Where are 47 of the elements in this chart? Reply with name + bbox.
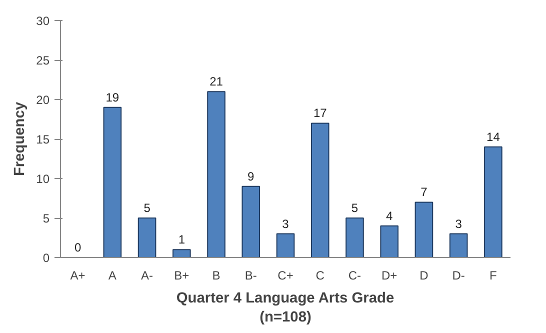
data-label: 5	[144, 201, 151, 215]
data-label: 3	[282, 216, 290, 231]
x-tick-label: C+	[278, 268, 294, 282]
data-label: 5	[351, 201, 358, 215]
y-axis-title: Frequency	[12, 101, 28, 176]
bar	[103, 106, 122, 258]
x-tick-label: D-	[452, 268, 465, 282]
y-tick-label: 30	[36, 14, 50, 28]
x-tick-label: A-	[141, 268, 154, 282]
x-tick-label: B+	[174, 268, 190, 282]
bar	[380, 225, 398, 258]
data-label: 0	[74, 240, 82, 254]
y-tick-label: 0	[42, 251, 50, 265]
bar	[346, 218, 364, 258]
x-tick-label: C	[316, 268, 325, 282]
x-tick-label: C-	[348, 268, 362, 282]
x-tick-label: D	[420, 268, 429, 282]
bar	[449, 233, 468, 258]
x-tick-label: F	[490, 268, 497, 282]
y-tick-label: 20	[36, 93, 50, 107]
data-label: 7	[420, 185, 428, 200]
data-label: 19	[106, 90, 120, 104]
y-tick-label: 10	[36, 172, 50, 186]
bar	[242, 186, 260, 258]
bar	[484, 146, 502, 258]
data-label: 1	[178, 232, 186, 247]
x-tick-label: A	[108, 268, 116, 282]
x-tick-label: D+	[382, 268, 398, 282]
data-label: 17	[313, 106, 328, 120]
x-tick-label: A+	[70, 268, 86, 282]
data-label: 14	[486, 130, 500, 144]
bar	[276, 233, 295, 258]
x-tick-label: B	[212, 268, 220, 282]
bar	[138, 218, 156, 258]
data-label: 9	[248, 169, 255, 184]
data-label: 4	[386, 208, 394, 223]
y-tick-label: 25	[36, 54, 50, 68]
bar	[207, 91, 226, 258]
bar	[310, 122, 330, 258]
y-tick-label: 15	[36, 132, 50, 146]
bar	[414, 202, 434, 258]
data-label: 21	[210, 74, 224, 89]
y-tick-label: 5	[42, 212, 50, 226]
x-tick-label: B-	[244, 268, 257, 282]
data-label: 3	[455, 216, 462, 231]
x-axis-title: Quarter 4 Language Arts Grade (n=108)	[176, 290, 394, 326]
bar	[172, 249, 191, 258]
